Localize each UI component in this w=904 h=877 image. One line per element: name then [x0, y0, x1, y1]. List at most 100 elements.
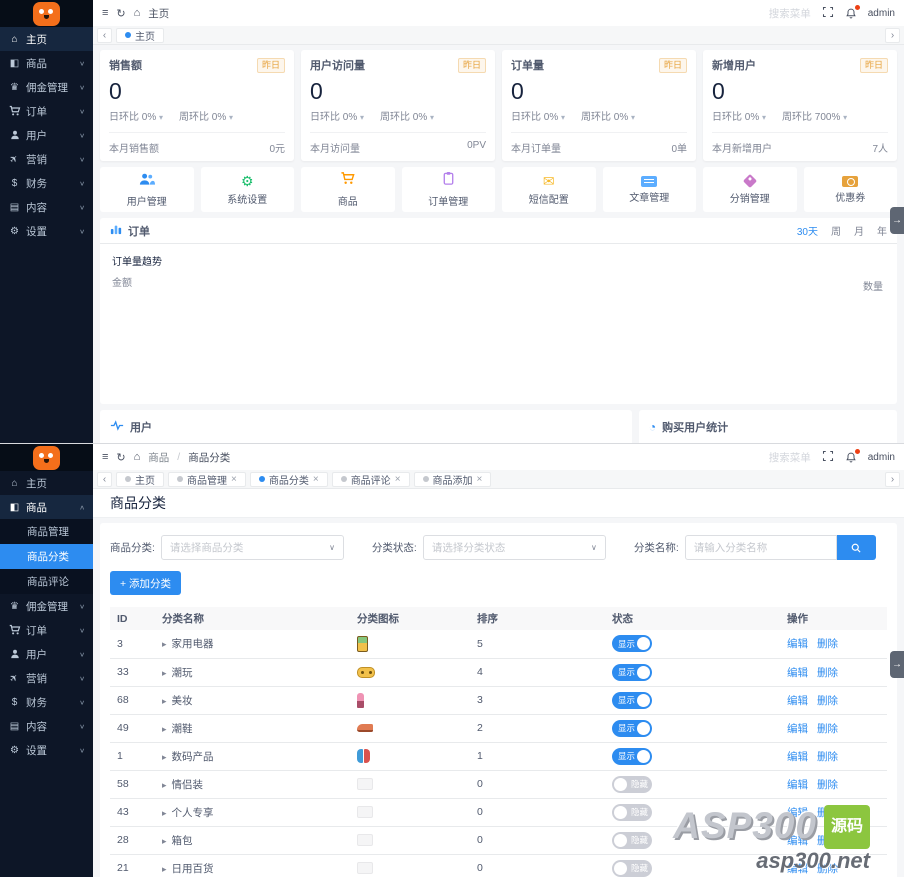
delete-link[interactable]: 删除 — [817, 750, 838, 763]
home-icon[interactable]: ⌂ — [133, 451, 141, 463]
delete-link[interactable]: 删除 — [817, 806, 838, 819]
quick-link-article-management[interactable]: 文章管理 — [602, 167, 696, 212]
sidebar-item-finance[interactable]: $ 财务 ∨ — [0, 171, 93, 195]
owl-logo[interactable] — [33, 445, 60, 470]
quick-link-system-settings[interactable]: ⚙ 系统设置 — [200, 167, 294, 212]
hamburger-icon[interactable]: ≡ — [102, 451, 109, 463]
drawer-handle[interactable]: → — [890, 207, 904, 234]
range-tab-month[interactable]: 月 — [854, 227, 864, 238]
quick-link-coupons[interactable]: 优惠券 — [803, 167, 897, 212]
sidebar-item-finance[interactable]: $ 财务 ∨ — [0, 690, 93, 714]
delete-link[interactable]: 删除 — [817, 638, 838, 651]
tab-goods-comments[interactable]: 商品评论 × — [331, 471, 410, 487]
admin-user[interactable]: admin — [867, 451, 895, 463]
range-tab-year[interactable]: 年 — [877, 227, 887, 238]
fullscreen-icon[interactable] — [822, 6, 834, 21]
expand-caret-icon[interactable]: ▸ — [162, 807, 167, 818]
sidebar-item-settings[interactable]: ⚙ 设置 ∨ — [0, 219, 93, 243]
owl-logo[interactable] — [33, 1, 60, 26]
edit-link[interactable]: 编辑 — [787, 722, 808, 735]
tab-goods-add[interactable]: 商品添加 × — [413, 471, 492, 487]
sidebar-subitem-goods-category[interactable]: 商品分类 — [0, 544, 93, 569]
edit-link[interactable]: 编辑 — [787, 778, 808, 791]
tab-goods-management[interactable]: 商品管理 × — [168, 471, 246, 487]
expand-caret-icon[interactable]: ▸ — [162, 751, 167, 762]
close-icon[interactable]: × — [312, 473, 319, 485]
tab-home[interactable]: 主页 — [116, 27, 164, 43]
tabs-scroll-left-icon[interactable]: ‹ — [97, 27, 112, 43]
admin-user[interactable]: admin — [867, 7, 895, 19]
category-select[interactable]: 请选择商品分类 ∨ — [160, 535, 344, 560]
quick-link-sms-config[interactable]: ✉ 短信配置 — [502, 167, 596, 212]
refresh-icon[interactable]: ↻ — [116, 451, 126, 464]
sidebar-subitem-goods-management[interactable]: 商品管理 — [0, 519, 93, 544]
status-toggle[interactable]: 显示 — [612, 691, 652, 709]
sidebar-item-settings[interactable]: ⚙ 设置 ∨ — [0, 738, 93, 762]
expand-caret-icon[interactable]: ▸ — [162, 667, 167, 678]
sidebar-item-marketing[interactable]: ✈ 营销 ∨ — [0, 147, 93, 171]
quick-link-goods[interactable]: 商品 — [301, 167, 395, 212]
close-icon[interactable]: × — [476, 473, 483, 485]
tabs-scroll-right-icon[interactable]: › — [885, 471, 900, 487]
quick-link-order-management[interactable]: 订单管理 — [401, 167, 495, 212]
delete-link[interactable]: 删除 — [817, 862, 838, 875]
close-icon[interactable]: × — [394, 473, 401, 485]
status-toggle[interactable]: 隐藏 — [612, 803, 652, 821]
edit-link[interactable]: 编辑 — [787, 666, 808, 679]
range-tab-week[interactable]: 周 — [831, 227, 841, 238]
tab-goods-category[interactable]: 商品分类 × — [249, 471, 328, 487]
delete-link[interactable]: 删除 — [817, 834, 838, 847]
expand-caret-icon[interactable]: ▸ — [162, 863, 167, 874]
edit-link[interactable]: 编辑 — [787, 694, 808, 707]
tabs-scroll-left-icon[interactable]: ‹ — [97, 471, 112, 487]
status-toggle[interactable]: 显示 — [612, 747, 652, 765]
tabs-scroll-right-icon[interactable]: › — [885, 27, 900, 43]
fullscreen-icon[interactable] — [822, 450, 834, 465]
edit-link[interactable]: 编辑 — [787, 750, 808, 763]
delete-link[interactable]: 删除 — [817, 694, 838, 707]
hamburger-icon[interactable]: ≡ — [102, 7, 109, 19]
sidebar-item-orders[interactable]: 订单 ∨ — [0, 99, 93, 123]
sidebar-item-home[interactable]: ⌂ 主页 — [0, 27, 93, 51]
breadcrumb[interactable]: 主页 — [148, 7, 170, 20]
drawer-handle[interactable]: → — [890, 651, 904, 678]
breadcrumb-parent[interactable]: 商品 — [148, 451, 170, 464]
home-icon[interactable]: ⌂ — [133, 7, 141, 19]
sidebar-item-commission[interactable]: ♛ 佣金管理 ∨ — [0, 75, 93, 99]
sidebar-item-content[interactable]: ▤ 内容 ∨ — [0, 195, 93, 219]
edit-link[interactable]: 编辑 — [787, 638, 808, 651]
sidebar-item-orders[interactable]: 订单 ∨ — [0, 618, 93, 642]
notification-bell-icon[interactable] — [845, 448, 860, 464]
sidebar-subitem-goods-comments[interactable]: 商品评论 — [0, 569, 93, 594]
status-toggle[interactable]: 隐藏 — [612, 775, 652, 793]
sidebar-item-marketing[interactable]: ✈ 营销 ∨ — [0, 666, 93, 690]
range-tab-30d[interactable]: 30天 — [796, 227, 818, 238]
expand-caret-icon[interactable]: ▸ — [162, 639, 167, 650]
tab-home[interactable]: 主页 — [116, 471, 164, 487]
notification-bell-icon[interactable] — [845, 4, 860, 20]
sidebar-item-users[interactable]: 用户 ∨ — [0, 123, 93, 147]
expand-caret-icon[interactable]: ▸ — [162, 695, 167, 706]
edit-link[interactable]: 编辑 — [787, 806, 808, 819]
status-toggle[interactable]: 隐藏 — [612, 859, 652, 877]
sidebar-item-home[interactable]: ⌂ 主页 — [0, 471, 93, 495]
edit-link[interactable]: 编辑 — [787, 834, 808, 847]
refresh-icon[interactable]: ↻ — [116, 7, 126, 20]
sidebar-item-content[interactable]: ▤ 内容 ∨ — [0, 714, 93, 738]
search-button[interactable] — [836, 535, 876, 560]
status-toggle[interactable]: 显示 — [612, 719, 652, 737]
delete-link[interactable]: 删除 — [817, 666, 838, 679]
close-icon[interactable]: × — [231, 473, 237, 485]
expand-caret-icon[interactable]: ▸ — [162, 723, 167, 734]
sidebar-item-users[interactable]: 用户 ∨ — [0, 642, 93, 666]
quick-link-distribution[interactable]: 分销管理 — [703, 167, 797, 212]
category-name-input[interactable] — [684, 535, 837, 560]
edit-link[interactable]: 编辑 — [787, 862, 808, 875]
status-toggle[interactable]: 隐藏 — [612, 831, 652, 849]
status-toggle[interactable]: 显示 — [612, 635, 652, 653]
expand-caret-icon[interactable]: ▸ — [162, 779, 167, 790]
menu-search-hint[interactable]: 搜索菜单 — [768, 451, 811, 464]
status-select[interactable]: 请选择分类状态 ∨ — [422, 535, 606, 560]
menu-search-hint[interactable]: 搜索菜单 — [768, 7, 811, 20]
sidebar-item-goods[interactable]: ◧ 商品 ∧ — [0, 495, 93, 519]
